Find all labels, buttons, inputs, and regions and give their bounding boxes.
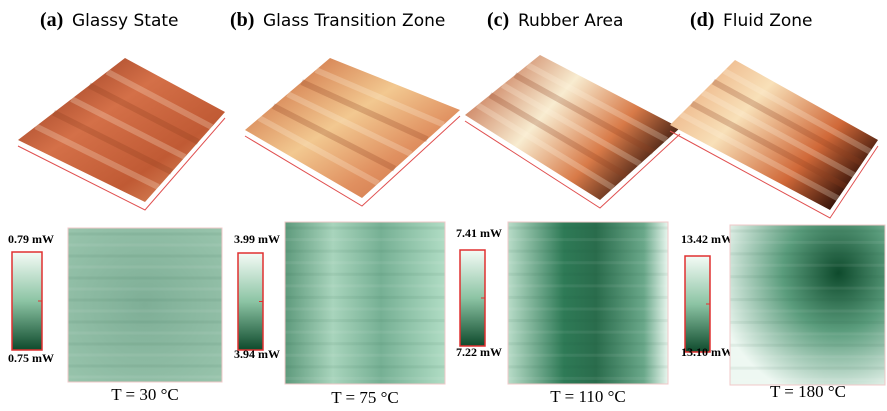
colorbar-max-label: 7.41 mW (456, 226, 502, 240)
colorbar (12, 252, 42, 350)
temperature-label: T = 180 °C (770, 382, 846, 401)
colorbar-max-label: 3.99 mW (234, 232, 280, 246)
colorbar-max-label: 0.79 mW (8, 232, 54, 246)
temperature-label: T = 110 °C (550, 387, 625, 406)
panel-letter: (c) (487, 9, 509, 31)
panel-title: Glassy State (72, 11, 179, 31)
heatmap (285, 222, 445, 384)
panel-letter: (d) (690, 9, 714, 31)
page: {"panels": [ {"letter": "(a)", "title": … (0, 0, 887, 411)
panel-title: Glass Transition Zone (263, 11, 445, 31)
figure: (a) Glassy State 0.79 mW 0.75 mW T = 30 °C (b… (0, 0, 887, 411)
heatmap (68, 228, 222, 382)
panel-letter: (b) (230, 9, 254, 31)
temperature-label: T = 75 °C (331, 388, 399, 407)
panel-title: Fluid Zone (723, 11, 812, 31)
heatmap (508, 222, 668, 384)
heatmap (730, 225, 885, 385)
colorbar-min-label: 0.75 mW (8, 351, 54, 365)
colorbar-min-label: 7.22 mW (456, 345, 502, 359)
panel-title: Rubber Area (518, 11, 623, 31)
colorbar-min-label: 13.10 mW (681, 345, 733, 359)
colorbar-min-label: 3.94 mW (234, 347, 280, 361)
temperature-label: T = 30 °C (111, 385, 179, 404)
panel-letter: (a) (40, 9, 63, 31)
colorbar-max-label: 13.42 mW (681, 232, 733, 246)
